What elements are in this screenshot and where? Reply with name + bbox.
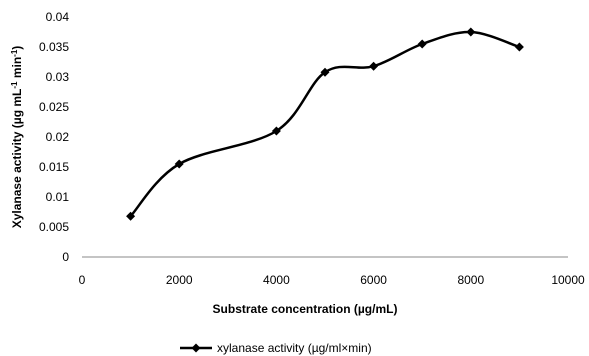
series-line <box>129 30 520 218</box>
y-axis-title-sup-2: -1 <box>10 49 19 57</box>
x-axis-title: Substrate concentration (µg/mL) <box>213 302 398 316</box>
y-tick-label: 0.025 <box>39 100 69 114</box>
x-tick-label: 0 <box>79 273 86 287</box>
x-tick-label: 8000 <box>457 273 484 287</box>
data-point-marker <box>174 159 184 169</box>
x-tick-label: 6000 <box>360 273 387 287</box>
y-axis-title: Xylanase activity (µg mL-1 min-1) <box>10 46 25 229</box>
x-tick-label: 4000 <box>263 273 290 287</box>
y-tick-label: 0.015 <box>39 160 69 174</box>
legend: xylanase activity (µg/ml×min) <box>180 341 372 355</box>
y-tick-label: 0.03 <box>46 70 70 84</box>
y-tick-label: 0.005 <box>39 220 69 234</box>
y-axis-title-end: ) <box>10 46 24 50</box>
y-tick-label: 0.035 <box>39 40 69 54</box>
y-axis-title-main: Xylanase activity (µg mL <box>10 89 24 229</box>
y-tick-label: 0.01 <box>46 190 70 204</box>
x-tick-label: 10000 <box>551 273 585 287</box>
y-tick-label: 0.02 <box>46 130 70 144</box>
data-point-marker <box>466 27 476 37</box>
y-axis-title-sup-1: -1 <box>10 81 19 89</box>
data-point-marker <box>320 67 330 77</box>
data-point-marker <box>369 61 379 71</box>
x-tick-label: 2000 <box>166 273 193 287</box>
y-axis-ticks: 0 0.005 0.01 0.015 0.02 0.025 0.03 0.035 0.04 <box>39 10 69 264</box>
legend-diamond-marker <box>191 343 201 353</box>
data-point-marker <box>514 42 524 52</box>
data-point-marker <box>126 211 136 221</box>
y-axis-title-mid: min <box>10 57 24 82</box>
series-layer <box>126 27 524 221</box>
x-axis-ticks: 0 2000 4000 6000 8000 10000 <box>79 273 585 287</box>
y-tick-label: 0.04 <box>46 10 70 24</box>
data-point-marker <box>417 39 427 49</box>
data-point-marker <box>271 126 281 136</box>
legend-label: xylanase activity (µg/ml×min) <box>217 341 372 355</box>
y-tick-label: 0 <box>62 250 69 264</box>
